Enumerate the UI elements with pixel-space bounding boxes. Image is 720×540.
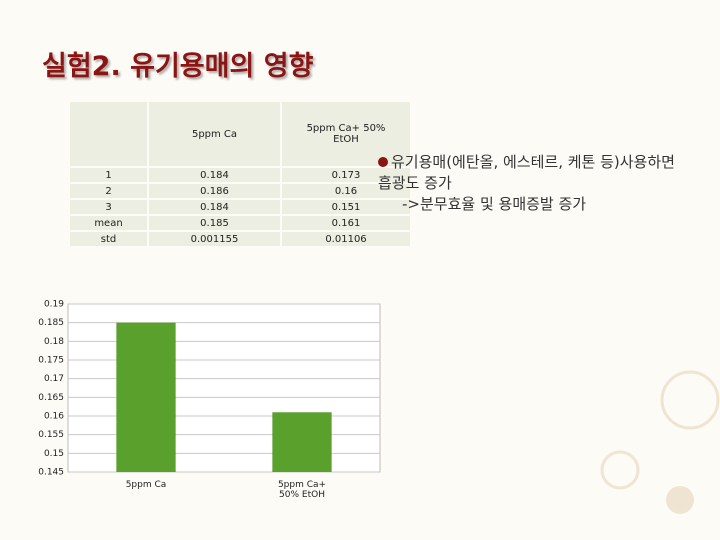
note: 유기용매(에탄올, 에스테르, 케톤 등)사용하면 흡광도 증가 ->분무효율 … bbox=[378, 152, 678, 215]
table-row: 1 0.184 0.173 bbox=[68, 166, 412, 184]
note-line: ->분무효율 및 용매증발 증가 bbox=[402, 195, 587, 213]
bar bbox=[116, 322, 176, 472]
table-cell: 0.184 bbox=[147, 166, 282, 184]
slide-title: 실험2. 유기용매의 영향 bbox=[42, 51, 314, 82]
table-cell: 0.151 bbox=[280, 198, 412, 216]
table-cell: 0.161 bbox=[280, 214, 412, 232]
bullet bbox=[378, 157, 388, 167]
y-tick-label: 0.19 bbox=[44, 300, 64, 310]
table-row: 3 0.184 0.151 bbox=[68, 198, 412, 216]
header-cell bbox=[68, 100, 149, 168]
header-cell: 5ppm Ca bbox=[147, 100, 282, 168]
decoration bbox=[600, 370, 720, 514]
y-tick-label: 0.165 bbox=[38, 393, 64, 403]
y-tick-label: 0.145 bbox=[38, 468, 64, 478]
data-table: 5ppm Ca 5ppm Ca+ 50% EtOH 1 0.184 0.173 2 0.18… bbox=[68, 100, 412, 248]
table-cell: mean bbox=[68, 214, 149, 232]
table-cell: 0.16 bbox=[280, 182, 412, 200]
y-tick-label: 0.185 bbox=[38, 318, 64, 328]
note-line: 유기용매(에탄올, 에스테르, 케톤 등)사용하면 흡광도 증가 bbox=[378, 152, 678, 194]
table-cell: 3 bbox=[68, 198, 149, 216]
table-cell: 0.184 bbox=[147, 198, 282, 216]
table-row: mean 0.185 0.161 bbox=[68, 214, 412, 232]
y-tick-label: 0.16 bbox=[44, 412, 64, 422]
x-tick-label: 5ppm Ca bbox=[125, 480, 167, 490]
table-cell: 0.001155 bbox=[147, 230, 282, 248]
x-tick-label: 5ppm Ca+ 50% EtOH bbox=[277, 480, 327, 500]
y-tick-label: 0.17 bbox=[44, 374, 64, 384]
y-tick-label: 0.15 bbox=[44, 449, 64, 459]
y-tick-label: 0.155 bbox=[38, 430, 64, 440]
table-cell: 0.173 bbox=[280, 166, 412, 184]
table-row: 2 0.186 0.16 bbox=[68, 182, 412, 200]
header-cell: 5ppm Ca+ 50% EtOH bbox=[280, 100, 412, 168]
table-cell: 0.186 bbox=[147, 182, 282, 200]
table-cell: std bbox=[68, 230, 149, 248]
table-cell: 0.01106 bbox=[280, 230, 412, 248]
y-tick-label: 0.18 bbox=[44, 337, 64, 347]
y-tick-label: 0.175 bbox=[38, 356, 64, 366]
table-cell: 1 bbox=[68, 166, 149, 184]
header-row: 5ppm Ca 5ppm Ca+ 50% EtOH bbox=[68, 100, 412, 168]
table-row: std 0.001155 0.01106 bbox=[68, 230, 412, 248]
table-cell: 0.185 bbox=[147, 214, 282, 232]
bar bbox=[272, 412, 332, 472]
plot-area bbox=[67, 303, 381, 473]
note-text: 유기용매(에탄올, 에스테르, 케톤 등)사용하면 흡광도 증가 bbox=[378, 153, 675, 192]
table-cell: 2 bbox=[68, 182, 149, 200]
